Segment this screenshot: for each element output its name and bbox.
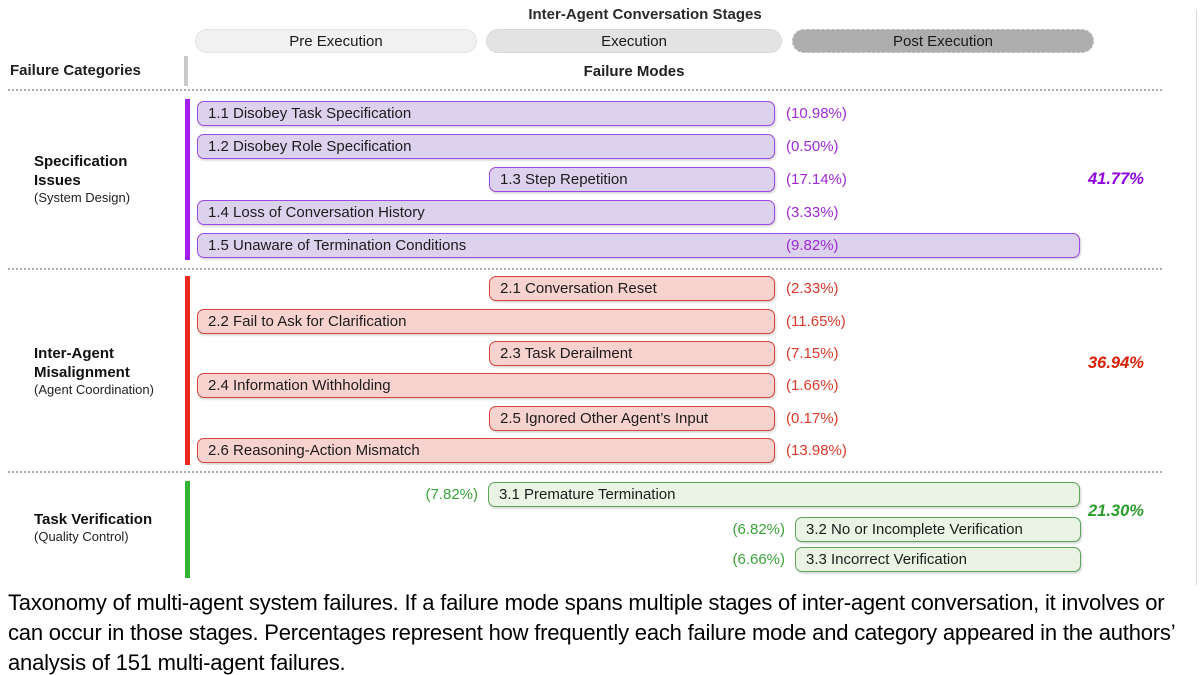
failure-modes-heading: Failure Modes: [583, 63, 685, 80]
category-total-specification: 41.77%: [1088, 170, 1144, 188]
mode-bar-1-1: 1.1 Disobey Task Specification: [197, 101, 775, 126]
category-label-specification-issues: Specification Issues (System Design): [34, 152, 184, 206]
mode-pct-1-3: (17.14%): [786, 171, 847, 188]
stage-pill-pre-execution: Pre Execution: [195, 29, 477, 53]
mode-label: 2.1 Conversation Reset: [500, 280, 657, 297]
category-name: Issues: [34, 172, 81, 189]
mode-pct-1-1: (10.98%): [786, 105, 847, 122]
mode-bar-1-4: 1.4 Loss of Conversation History: [197, 200, 775, 225]
category-accent-bar-misalignment: [185, 276, 190, 465]
mode-label: 2.5 Ignored Other Agent’s Input: [500, 410, 709, 427]
header-divider: [184, 56, 188, 86]
failure-categories-heading: Failure Categories: [10, 62, 141, 79]
figure-caption: Taxonomy of multi-agent system failures.…: [8, 590, 1175, 675]
mode-bar-2-2: 2.2 Fail to Ask for Clarification: [197, 309, 775, 334]
category-accent-bar-specification: [185, 99, 190, 260]
mode-pct-1-2: (0.50%): [786, 138, 839, 155]
section-separator: [8, 268, 1162, 270]
mode-bar-3-3: 3.3 Incorrect Verification: [795, 547, 1081, 572]
mode-pct-1-4: (3.33%): [786, 204, 839, 221]
stage-pill-label: Post Execution: [892, 32, 994, 50]
mode-bar-1-5: 1.5 Unaware of Termination Conditions: [197, 233, 1080, 258]
mode-pct-3-2: (6.82%): [732, 521, 785, 538]
mode-bar-2-5: 2.5 Ignored Other Agent’s Input: [489, 406, 775, 431]
mode-label: 3.3 Incorrect Verification: [806, 551, 967, 568]
mode-pct-2-5: (0.17%): [786, 410, 839, 427]
mode-pct-2-1: (2.33%): [786, 280, 839, 297]
mode-pct-2-3: (7.15%): [786, 345, 839, 362]
section-separator: [8, 471, 1162, 473]
mode-pct-1-5: (9.82%): [786, 237, 839, 254]
category-subtitle: (Agent Coordination): [34, 382, 154, 397]
stages-title: Inter-Agent Conversation Stages: [528, 6, 762, 23]
stage-pill-post-execution: Post Execution: [792, 29, 1094, 53]
mode-bar-2-6: 2.6 Reasoning-Action Mismatch: [197, 438, 775, 463]
stage-pill-label: Pre Execution: [289, 32, 383, 50]
category-subtitle: (Quality Control): [34, 529, 129, 544]
category-total-misalignment: 36.94%: [1088, 354, 1144, 372]
figure-right-edge: [1196, 10, 1197, 585]
mode-bar-2-3: 2.3 Task Derailment: [489, 341, 775, 366]
mode-label: 2.2 Fail to Ask for Clarification: [208, 313, 407, 330]
category-name: Misalignment: [34, 364, 130, 381]
category-name: Specification: [34, 153, 128, 170]
mode-bar-2-1: 2.1 Conversation Reset: [489, 276, 775, 301]
category-label-inter-agent-misalignment: Inter-Agent Misalignment (Agent Coordina…: [34, 344, 184, 398]
category-name: Inter-Agent: [34, 345, 114, 362]
mode-bar-1-2: 1.2 Disobey Role Specification: [197, 134, 775, 159]
category-accent-bar-verification: [185, 481, 190, 578]
stage-pill-execution: Execution: [486, 29, 782, 53]
mode-bar-1-3: 1.3 Step Repetition: [489, 167, 775, 192]
mode-label: 1.1 Disobey Task Specification: [208, 105, 412, 122]
mode-bar-3-1: 3.1 Premature Termination: [488, 482, 1080, 507]
mode-bar-2-4: 2.4 Information Withholding: [197, 373, 775, 398]
category-total-verification: 21.30%: [1088, 502, 1144, 520]
mode-label: 1.5 Unaware of Termination Conditions: [208, 237, 467, 254]
mode-pct-2-6: (13.98%): [786, 442, 847, 459]
mode-label: 3.1 Premature Termination: [499, 486, 676, 503]
section-separator: [8, 89, 1162, 91]
mode-pct-2-4: (1.66%): [786, 377, 839, 394]
mode-label: 2.6 Reasoning-Action Mismatch: [208, 442, 420, 459]
stage-pill-label: Execution: [601, 32, 667, 50]
mode-label: 3.2 No or Incomplete Verification: [806, 521, 1023, 538]
mode-pct-2-2: (11.65%): [786, 313, 846, 330]
category-label-task-verification: Task Verification (Quality Control): [34, 510, 184, 545]
mode-label: 1.3 Step Repetition: [500, 171, 628, 188]
category-subtitle: (System Design): [34, 190, 131, 205]
category-name: Task Verification: [34, 511, 153, 528]
mode-bar-3-2: 3.2 No or Incomplete Verification: [795, 517, 1081, 542]
mode-label: 2.4 Information Withholding: [208, 377, 391, 394]
mode-pct-3-1: (7.82%): [425, 486, 478, 503]
mode-label: 2.3 Task Derailment: [500, 345, 633, 362]
mode-label: 1.2 Disobey Role Specification: [208, 138, 412, 155]
mode-label: 1.4 Loss of Conversation History: [208, 204, 425, 221]
mode-pct-3-3: (6.66%): [732, 551, 785, 568]
